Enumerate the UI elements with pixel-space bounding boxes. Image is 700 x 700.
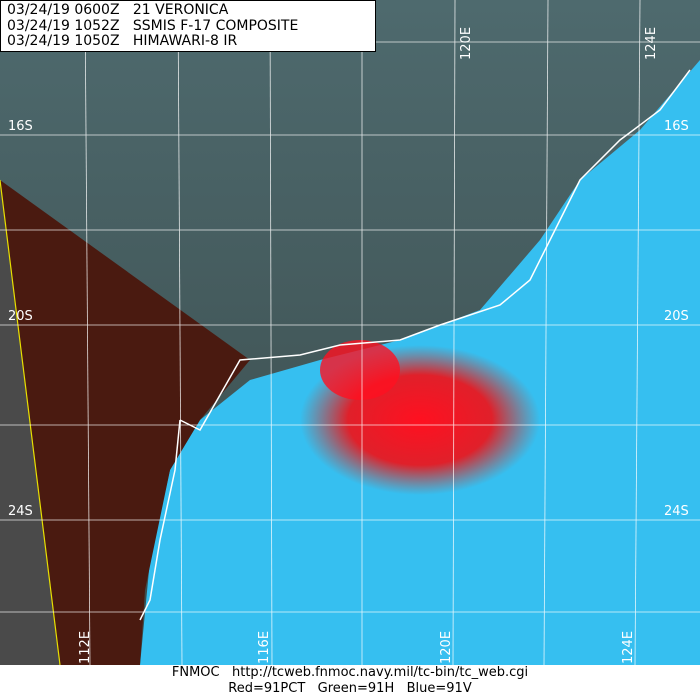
lat-label-20s-right: 20S xyxy=(664,309,689,324)
lat-label-16s: 16S xyxy=(8,119,33,134)
lon-label-bottom-124e: 124E xyxy=(621,631,636,664)
header-line-ir: 03/24/19 1050Z HIMAWARI-8 IR xyxy=(7,33,238,49)
footer-credits: FNMOC http://tcweb.fnmoc.navy.mil/tc-bin… xyxy=(0,665,700,700)
lon-label-bottom-116e: 116E xyxy=(257,631,272,664)
lat-label-16s-right: 16S xyxy=(664,119,689,134)
lon-label-bottom-120e: 120E xyxy=(439,631,454,664)
header-line-sensor: 03/24/19 1052Z SSMIS F-17 COMPOSITE xyxy=(7,17,299,34)
lon-label-bottom-112e: 112E xyxy=(78,631,93,664)
lat-label-20s: 20S xyxy=(8,309,33,324)
footer-channels: Red=91PCT Green=91H Blue=91V xyxy=(228,681,472,696)
lon-label-top-124e: 124E xyxy=(644,27,659,60)
lat-label-24s: 24S xyxy=(8,504,33,519)
lat-label-24s-right: 24S xyxy=(664,504,689,519)
header-info-box: 03/24/19 0600Z 21 VERONICA 03/24/19 1052Z… xyxy=(0,0,376,52)
lat-lon-grid xyxy=(0,0,700,665)
footer-source: FNMOC http://tcweb.fnmoc.navy.mil/tc-bin… xyxy=(171,665,529,680)
lon-label-top-120e: 120E xyxy=(459,27,474,60)
satellite-composite-image: 16S 20S 24S 20S 24S 16S 120E 124E 112E 1… xyxy=(0,0,700,665)
header-line-storm: 03/24/19 0600Z 21 VERONICA xyxy=(7,2,229,18)
